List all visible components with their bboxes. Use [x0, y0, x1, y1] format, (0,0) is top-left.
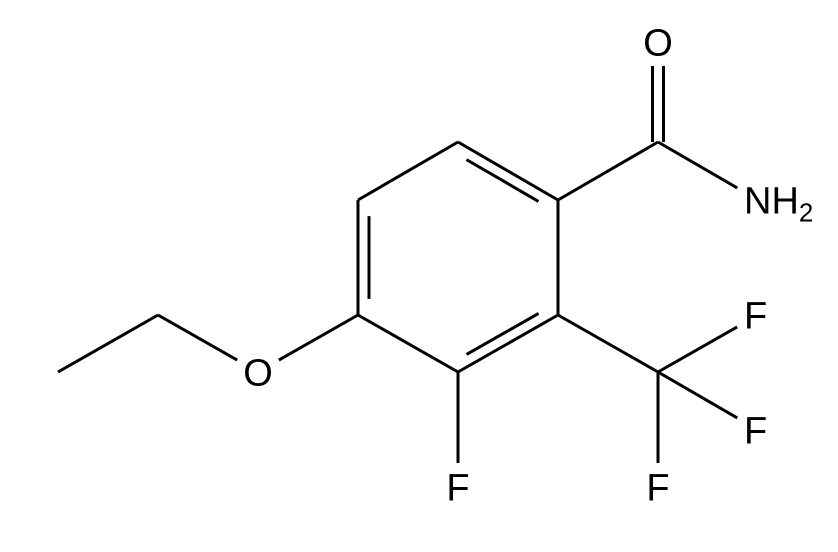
molecule-diagram: O NH2 F F F F O: [0, 0, 838, 552]
svg-text:O: O: [243, 352, 273, 394]
svg-text:O: O: [643, 22, 673, 64]
svg-text:NH2: NH2: [744, 180, 813, 227]
svg-text:F: F: [744, 295, 767, 337]
svg-text:F: F: [744, 410, 767, 452]
svg-text:F: F: [646, 467, 669, 509]
svg-text:F: F: [446, 467, 469, 509]
